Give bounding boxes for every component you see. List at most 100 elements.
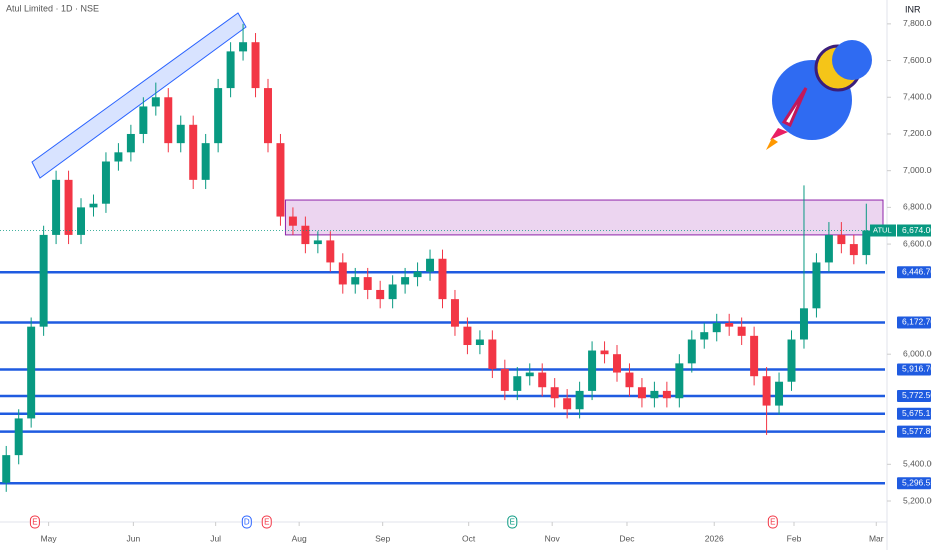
level-tag <box>897 363 931 376</box>
level-label: 6,446.70 <box>902 266 932 276</box>
candle-body <box>563 398 572 410</box>
candle-body <box>625 372 634 388</box>
moon-cut <box>832 40 872 80</box>
candle-body <box>388 284 397 300</box>
candle-body <box>239 42 248 52</box>
last-price-label: 6,674.00 <box>902 225 932 235</box>
candle-body <box>637 387 646 399</box>
event-label: D <box>244 518 250 527</box>
candle-body <box>164 97 173 144</box>
event-marker <box>261 515 272 529</box>
level-tag <box>897 407 931 420</box>
candle-body <box>662 390 671 399</box>
candle-body <box>463 326 472 346</box>
candle-body <box>264 88 272 144</box>
candle-body <box>712 322 721 333</box>
x-tick-label: 2026 <box>705 533 724 543</box>
level-label: 5,577.80 <box>902 426 932 436</box>
x-tick-label: Sep <box>375 533 390 543</box>
candle-body <box>426 258 435 272</box>
level-label: 6,172.70 <box>902 317 932 327</box>
candle-body <box>862 230 871 256</box>
candle-body <box>475 339 484 346</box>
candle-body <box>313 240 322 245</box>
candle-body <box>338 262 347 285</box>
candle-body <box>363 277 372 290</box>
candle-body <box>799 308 808 340</box>
currency: INR <box>905 4 921 14</box>
candle-body <box>276 143 285 217</box>
candle-body <box>538 372 547 388</box>
candle-body <box>837 234 846 245</box>
candle-body <box>675 363 684 399</box>
channel <box>31 12 247 179</box>
y-tick-label: 6,000.00 <box>903 348 932 358</box>
event-label: E <box>510 518 515 527</box>
rocket-fin <box>770 128 788 140</box>
candle-body <box>500 368 509 391</box>
candle-body <box>39 234 48 327</box>
candle-body <box>2 455 11 483</box>
candle-body <box>812 262 821 309</box>
candle-body <box>77 207 86 235</box>
candle-body <box>14 418 23 456</box>
y-tick-label: 5,400.00 <box>903 459 932 469</box>
candle-body <box>126 133 135 153</box>
x-tick-label: May <box>41 533 58 543</box>
event-marker <box>767 515 778 529</box>
candle-body <box>613 354 621 373</box>
candle-body <box>849 244 858 256</box>
x-tick-label: Mar <box>869 533 884 543</box>
candle-body <box>401 277 410 285</box>
y-tick-label: 7,800.00 <box>903 18 932 28</box>
x-tick-label: Jun <box>127 533 141 543</box>
level-label: 5,772.50 <box>902 390 932 400</box>
candle-body <box>824 234 833 263</box>
event-marker <box>29 515 40 529</box>
level-tag <box>897 316 931 329</box>
event-label: E <box>32 518 37 527</box>
candle-body <box>550 387 559 399</box>
candle-body <box>89 203 98 208</box>
y-tick-label: 7,400.00 <box>903 92 932 102</box>
candle-body <box>787 339 796 382</box>
candle-body <box>114 152 123 162</box>
y-tick-label: 6,600.00 <box>903 238 932 248</box>
candle-body <box>101 161 110 204</box>
event-label: E <box>770 518 775 527</box>
event-marker <box>241 515 252 529</box>
sticker <box>766 40 872 150</box>
x-tick-label: Oct <box>462 533 476 543</box>
level-tag <box>897 389 931 402</box>
candle-body <box>725 322 734 327</box>
candle-body <box>288 216 297 226</box>
event-label: E <box>264 518 269 527</box>
last-price-symbol: ATUL <box>873 225 892 234</box>
level-label: 5,675.15 <box>902 408 932 418</box>
candle-body <box>27 326 36 419</box>
y-tick-label: 5,200.00 <box>903 495 932 505</box>
candle-body <box>226 51 235 89</box>
candle-body <box>762 376 771 406</box>
candle-body <box>737 326 746 336</box>
candle-body <box>450 299 459 327</box>
candle-body <box>52 179 61 235</box>
candle-body <box>214 88 223 144</box>
rocket <box>781 87 808 128</box>
candle-body <box>376 289 385 300</box>
candle-body <box>750 335 759 377</box>
candle-body <box>139 106 148 134</box>
x-tick-label: Feb <box>787 533 802 543</box>
candle-body <box>687 339 696 364</box>
candle-body <box>301 225 310 245</box>
x-tick-label: Dec <box>619 533 635 543</box>
y-tick-label: 7,000.00 <box>903 165 932 175</box>
rocket-flame <box>766 138 778 150</box>
y-tick-label: 7,600.00 <box>903 55 932 65</box>
candle-body <box>488 339 497 369</box>
candle-body <box>64 179 73 235</box>
candle-body <box>201 143 210 180</box>
level-tag <box>897 425 931 438</box>
candle-body <box>513 376 522 391</box>
